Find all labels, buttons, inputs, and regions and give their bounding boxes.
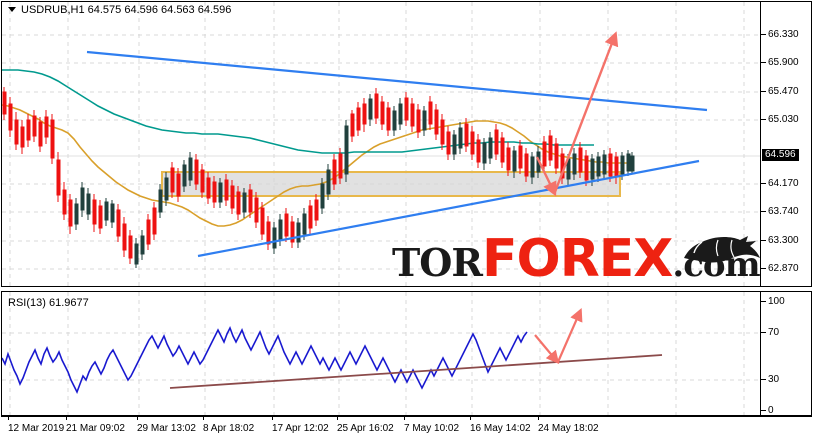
- price-tick-8: 62.870: [761, 263, 799, 274]
- rsi-vertical-gridlines: [9, 292, 745, 415]
- time-tick-label-5: 25 Apr 16:02: [337, 423, 394, 434]
- price-plot-svg: [2, 2, 761, 286]
- chevron-down-icon[interactable]: [8, 6, 16, 12]
- time-tick-label-8: 24 May 18:02: [538, 423, 599, 434]
- rsi-line: [2, 326, 528, 394]
- ma-gold-line: [2, 104, 632, 227]
- projection-down-arrow: [535, 156, 557, 197]
- candlestick-series: [2, 87, 635, 268]
- rsi-indicator-panel[interactable]: [1, 291, 812, 416]
- ma-teal-line: [2, 69, 594, 154]
- time-tick-2: 29 Mar 13:02: [137, 416, 196, 434]
- price-axis-rule: [760, 1, 761, 287]
- price-tick-3: 65.030: [761, 114, 799, 125]
- time-tick-4: 17 Apr 12:02: [272, 416, 329, 434]
- time-tick-label-3: 8 Apr 18:02: [203, 423, 255, 434]
- rsi-projection-down-arrow: [534, 334, 560, 365]
- price-vertical-gridlines: [9, 2, 745, 286]
- price-chart-panel[interactable]: [1, 1, 812, 287]
- price-tick-7: 63.300: [761, 235, 799, 246]
- lower-support-line: [197, 159, 700, 258]
- time-tick-1: 21 Mar 09:02: [66, 416, 125, 434]
- upper-resistance-line: [86, 50, 708, 112]
- rsi-tick-70: 70: [760, 327, 780, 338]
- rsi-horizontal-gridlines: [2, 332, 761, 381]
- price-plot-area[interactable]: [2, 2, 811, 286]
- price-projection-arrows[interactable]: [535, 31, 619, 197]
- time-tick-6: 7 May 10:02: [404, 416, 460, 434]
- time-tick-label-0: 12 Mar 2019: [8, 423, 65, 434]
- time-tick-5: 25 Apr 16:02: [337, 416, 394, 434]
- price-tick-1: 65.900: [761, 57, 799, 68]
- rsi-axis-rule: [760, 291, 761, 416]
- rsi-projection-arrows[interactable]: [534, 307, 583, 365]
- time-tick-label-4: 17 Apr 12:02: [272, 423, 329, 434]
- price-tick-6: 63.740: [761, 206, 799, 217]
- rsi-projection-up-arrow: [556, 307, 583, 363]
- time-tick-label-2: 29 Mar 13:02: [137, 423, 196, 434]
- time-axis[interactable]: 12 Mar 2019 21 Mar 09:02 29 Mar 13:02 8 …: [1, 416, 812, 439]
- price-tick-5: 64.170: [761, 178, 799, 189]
- rsi-axis[interactable]: 100 70 30 0: [760, 291, 812, 416]
- time-tick-7: 16 May 14:02: [470, 416, 531, 434]
- time-tick-3: 8 Apr 18:02: [203, 416, 255, 434]
- time-tick-8: 24 May 18:02: [538, 416, 599, 434]
- rsi-plot-svg: [2, 292, 761, 415]
- trendlines-blue[interactable]: [86, 50, 708, 258]
- time-tick-0: 12 Mar 2019: [8, 416, 65, 434]
- symbol-ohlc-bar: USDRUB,H1 64.575 64.596 64.563 64.596: [8, 4, 231, 16]
- price-tick-2: 65.470: [761, 86, 799, 97]
- rsi-indicator-label: RSI(13) 61.9677: [8, 297, 89, 309]
- rsi-tick-100: 100: [761, 296, 785, 307]
- price-tick-0: 66.330: [761, 29, 799, 40]
- rsi-plot-area[interactable]: [2, 292, 811, 415]
- rsi-support-trendline[interactable]: [169, 354, 663, 389]
- symbol-ohlc-text: USDRUB,H1 64.575 64.596 64.563 64.596: [21, 4, 232, 16]
- current-price-tag: 64.596: [762, 149, 799, 161]
- time-tick-label-6: 7 May 10:02: [404, 423, 460, 434]
- time-tick-label-7: 16 May 14:02: [470, 423, 531, 434]
- rsi-tick-0: 0: [761, 405, 774, 416]
- rsi-tick-30: 30: [760, 374, 780, 385]
- projection-up-arrow: [553, 31, 619, 193]
- price-axis[interactable]: 66.330 65.900 65.470 65.030 64.170 63.74…: [760, 1, 812, 287]
- time-tick-label-1: 21 Mar 09:02: [66, 423, 125, 434]
